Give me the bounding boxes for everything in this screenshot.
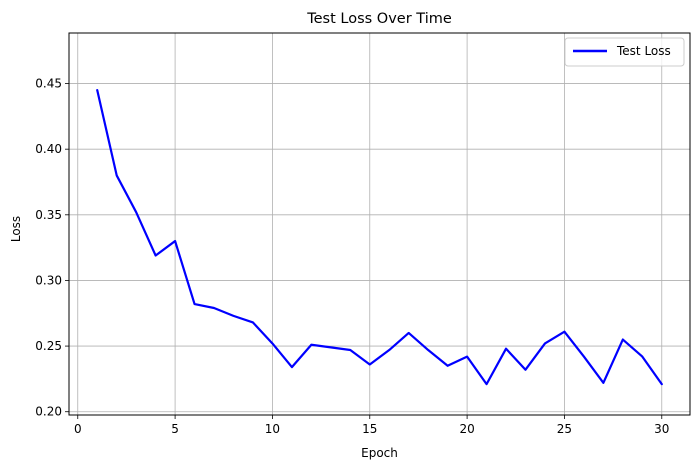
y-tick-label: 0.25 [35, 339, 62, 353]
x-tick-label: 15 [362, 422, 377, 436]
y-tick-label: 0.45 [35, 77, 62, 91]
x-tick-label: 5 [171, 422, 179, 436]
chart-title: Test Loss Over Time [306, 11, 452, 27]
y-axis-label: Loss [9, 216, 23, 242]
legend-label-test-loss: Test Loss [616, 44, 671, 58]
x-tick-label: 25 [557, 422, 572, 436]
x-tick-label: 10 [265, 422, 280, 436]
legend-box [564, 37, 685, 67]
x-tick-label: 30 [654, 422, 669, 436]
legend: Test Loss [564, 37, 685, 67]
y-tick-label: 0.20 [35, 405, 62, 419]
grid-lines [69, 33, 690, 415]
axis-ticks: 0 5 10 15 20 25 30 0.20 0.25 0.30 0.35 0.40 0.45 [35, 77, 669, 436]
y-tick-label: 0.35 [35, 208, 62, 222]
series-layer [96, 88, 663, 386]
series-line-test-loss [96, 88, 663, 386]
x-axis-label: Epoch [361, 446, 398, 460]
y-tick-label: 0.40 [35, 142, 62, 156]
x-tick-label: 20 [459, 422, 474, 436]
plot-frame [68, 32, 691, 416]
y-tick-label: 0.30 [35, 273, 62, 287]
x-tick-label: 0 [74, 422, 82, 436]
